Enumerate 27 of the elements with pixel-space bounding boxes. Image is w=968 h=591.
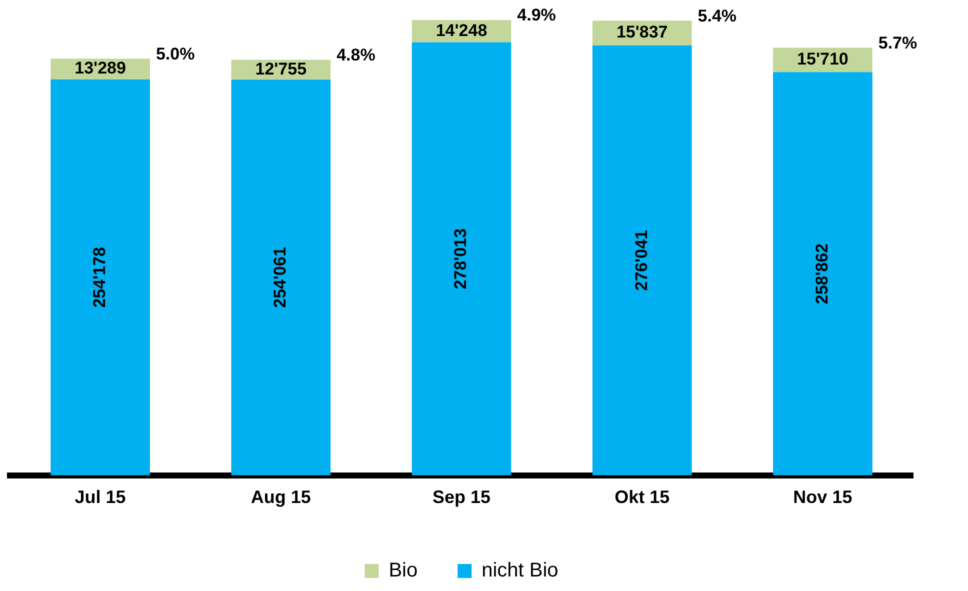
bar	[50, 79, 150, 476]
data-label: 12'755	[255, 59, 307, 78]
data-label: 276'041	[632, 230, 651, 291]
data-label: 15'837	[616, 22, 668, 42]
data-label: 254'061	[270, 247, 290, 308]
x-tick-label: Okt 15	[614, 487, 670, 508]
data-label: 14'248	[436, 20, 488, 40]
bar	[231, 80, 331, 476]
bar	[412, 42, 512, 476]
data-label: 15'710	[797, 50, 848, 69]
x-tick-label: Jul 15	[74, 487, 126, 508]
bar	[773, 72, 872, 476]
data-label: 258'862	[812, 243, 832, 304]
legend-label: nicht Bio	[482, 560, 558, 582]
bar	[592, 45, 692, 476]
data-label: 254'178	[90, 247, 109, 308]
annotation: 4.8%	[336, 45, 376, 64]
annotation: 5.4%	[698, 6, 737, 26]
legend-label: Bio	[388, 560, 418, 582]
x-tick-label: Nov 15	[793, 487, 852, 508]
annotation: 5.7%	[878, 33, 918, 52]
annotation: 4.9%	[517, 6, 556, 25]
x-tick-label: Sep 15	[432, 487, 491, 508]
annotation: 5.0%	[156, 44, 195, 64]
data-label: 13'289	[74, 58, 126, 78]
x-tick-label: Aug 15	[250, 487, 311, 508]
data-label: 278'013	[451, 228, 470, 290]
